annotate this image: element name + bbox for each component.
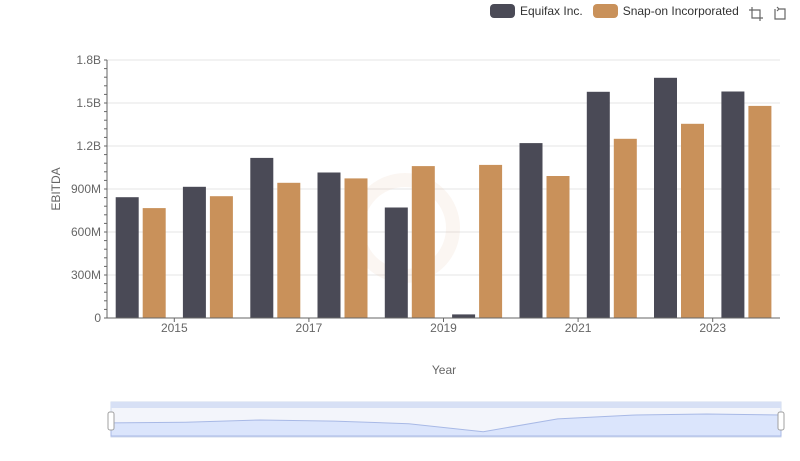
zoom-icon[interactable] (748, 6, 764, 22)
bar-snapon-2023[interactable] (748, 105, 772, 319)
bar-snapon-2016[interactable] (277, 182, 301, 318)
legend-swatch-equifax (490, 4, 515, 18)
data-zoom-slider[interactable] (107, 401, 785, 438)
toolbox (748, 6, 788, 22)
y-tick-label: 1.2B (76, 139, 101, 153)
y-tick-label: 600M (71, 225, 101, 239)
restore-icon[interactable] (772, 6, 788, 22)
x-tick-label: 2023 (699, 321, 726, 335)
bars (115, 77, 772, 319)
bar-equifax-2023[interactable] (721, 91, 745, 319)
legend: Equifax Inc. Snap-on Incorporated (490, 4, 749, 18)
bar-snapon-2018[interactable] (411, 166, 435, 318)
y-tick-label: 1.8B (76, 53, 101, 67)
bar-equifax-2021[interactable] (586, 91, 610, 318)
bar-snapon-2015[interactable] (209, 196, 233, 318)
bar-snapon-2020[interactable] (546, 176, 570, 318)
x-tick-label: 2021 (565, 321, 592, 335)
x-tick-label: 2019 (430, 321, 457, 335)
bar-equifax-2016[interactable] (250, 157, 274, 318)
bar-equifax-2018[interactable] (384, 207, 408, 319)
x-axis-title: Year (432, 363, 456, 377)
bar-equifax-2022[interactable] (654, 77, 677, 318)
x-tick-label: 2017 (296, 321, 323, 335)
y-tick-label: 900M (71, 182, 101, 196)
bar-snapon-2014[interactable] (142, 208, 166, 318)
y-axis-title: EBITDA (49, 167, 63, 210)
legend-label-snapon: Snap-on Incorporated (622, 4, 739, 18)
legend-item-equifax[interactable]: Equifax Inc. (490, 4, 583, 18)
slider-top-bar[interactable] (111, 402, 781, 408)
x-tick-label: 2015 (161, 321, 188, 335)
bar-equifax-2015[interactable] (182, 186, 206, 318)
y-tick-label: 1.5B (76, 96, 101, 110)
bar-equifax-2014[interactable] (115, 197, 139, 318)
bar-equifax-2019[interactable] (452, 314, 476, 318)
bar-equifax-2017[interactable] (317, 172, 341, 319)
slider-handle-right[interactable] (777, 411, 785, 431)
legend-item-snapon[interactable]: Snap-on Incorporated (592, 4, 739, 18)
legend-label-equifax: Equifax Inc. (520, 4, 583, 18)
bar-equifax-2020[interactable] (519, 143, 543, 318)
y-tick-label: 300M (71, 268, 101, 282)
axes: 0 300M 600M 900M 1.2B 1.5B 1.8B 2015 2017 2019 202… (71, 53, 780, 335)
bar-snapon-2021[interactable] (613, 138, 637, 318)
bar-snapon-2019[interactable] (479, 164, 503, 318)
slider-handle-left[interactable] (107, 411, 115, 431)
bar-snapon-2022[interactable] (681, 123, 704, 318)
legend-swatch-snapon (592, 4, 618, 18)
y-tick-label: 0 (94, 311, 101, 325)
bar-snapon-2017[interactable] (344, 178, 368, 318)
